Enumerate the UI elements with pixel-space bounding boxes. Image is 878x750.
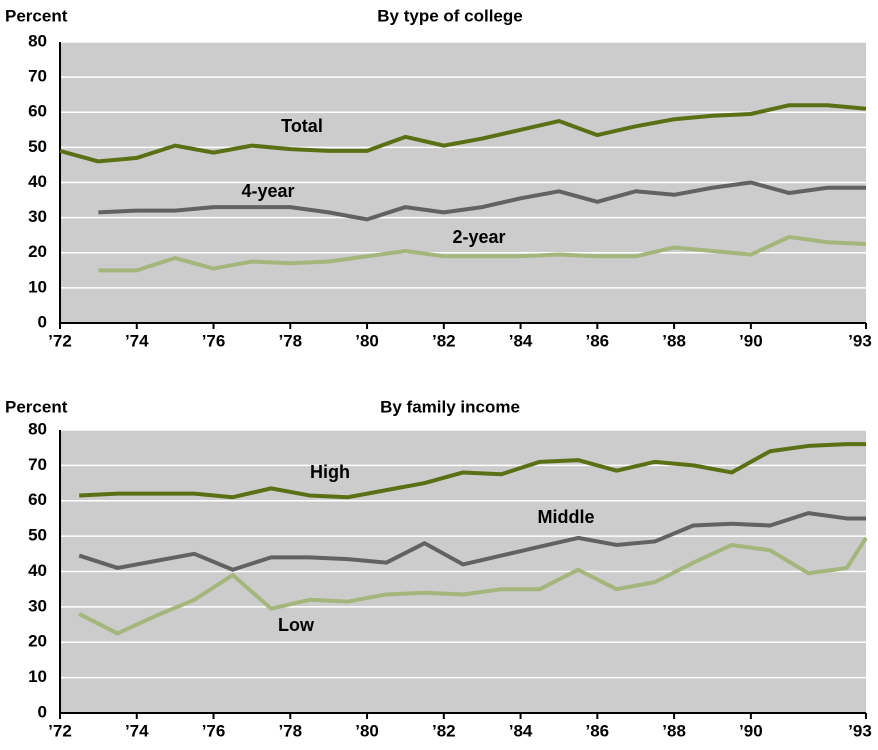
- y-tick-label: 80: [28, 419, 47, 438]
- y-tick-label: 20: [28, 632, 47, 651]
- x-tick-label: ’84: [509, 721, 533, 740]
- y-tick-label: 0: [38, 702, 47, 721]
- x-tick-label: ’76: [202, 721, 226, 740]
- x-tick-label: ’90: [739, 721, 763, 740]
- series-label: 4-year: [241, 181, 294, 201]
- y-tick-label: 40: [28, 172, 47, 191]
- x-tick-label: ’84: [509, 331, 533, 350]
- y-tick-label: 30: [28, 596, 47, 615]
- y-tick-label: 80: [28, 31, 47, 50]
- x-tick-label: ’86: [586, 331, 610, 350]
- x-tick-label: ’74: [125, 331, 149, 350]
- line-series: [59, 103, 867, 164]
- y-tick-label: 10: [28, 277, 47, 296]
- line-series: [79, 442, 866, 500]
- y-tick-label: 10: [28, 667, 47, 686]
- y-tick-label: 70: [28, 67, 47, 86]
- line-series: [98, 234, 867, 273]
- x-tick-label: ’76: [202, 331, 226, 350]
- x-tick-label: ’78: [278, 331, 302, 350]
- line-series: [78, 511, 866, 572]
- x-tick-label: ’86: [586, 721, 610, 740]
- y-tick-label: 70: [28, 455, 47, 474]
- series-label: Middle: [538, 507, 595, 527]
- y-tick-label: 30: [28, 207, 47, 226]
- y-axis-label: Percent: [5, 397, 68, 416]
- x-tick-label: ’72: [48, 331, 72, 350]
- y-tick-label: 40: [28, 561, 47, 580]
- y-tick-label: 0: [38, 312, 47, 331]
- y-axis-label: Percent: [5, 6, 68, 25]
- x-tick-label: ’82: [432, 331, 456, 350]
- x-tick-label: ’72: [48, 721, 72, 740]
- line-series: [78, 536, 868, 636]
- x-tick-label: ’88: [662, 721, 686, 740]
- x-tick-label: ’82: [432, 721, 456, 740]
- x-tick-label: ’80: [355, 331, 379, 350]
- x-tick-label: ’80: [355, 721, 379, 740]
- x-tick-label: ’90: [739, 331, 763, 350]
- line-series: [98, 180, 866, 222]
- x-tick-label: ’78: [278, 721, 302, 740]
- series-label: Low: [278, 615, 315, 635]
- y-tick-label: 50: [28, 137, 47, 156]
- x-tick-label: ’93: [848, 721, 872, 740]
- chart-title: By type of college: [377, 6, 522, 25]
- y-tick-label: 20: [28, 242, 47, 261]
- series-label: High: [310, 462, 350, 482]
- x-tick-label: ’74: [125, 721, 149, 740]
- y-tick-label: 60: [28, 490, 47, 509]
- chart-title: By family income: [380, 397, 520, 416]
- series-label: 2-year: [452, 227, 505, 247]
- x-tick-label: ’93: [848, 331, 872, 350]
- x-tick-label: ’88: [662, 331, 686, 350]
- y-tick-label: 50: [28, 526, 47, 545]
- series-label: Total: [281, 116, 323, 136]
- y-tick-label: 60: [28, 102, 47, 121]
